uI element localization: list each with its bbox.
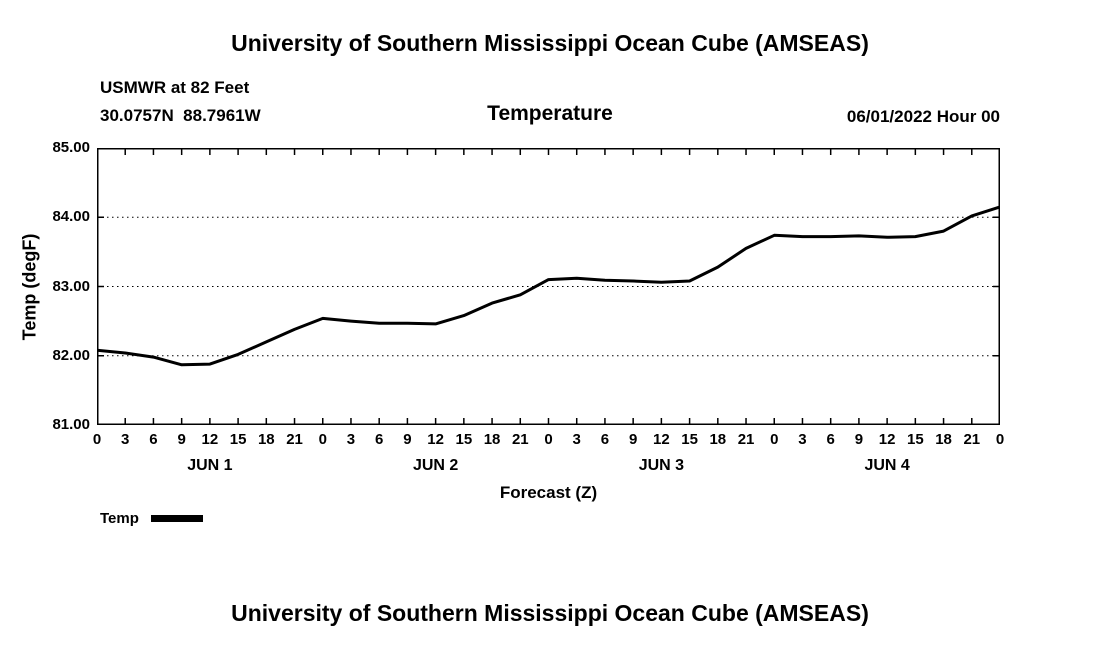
station-name-label: USMWR at 82 Feet [100,78,250,97]
x-tick-label: 21 [737,431,755,448]
x-tick-label: 15 [907,431,924,448]
y-tick-label: 84.00 [52,208,90,226]
x-tick-label: 18 [483,431,501,448]
x-tick-label: 12 [878,431,896,448]
x-tick-label: 0 [544,431,553,448]
x-tick-label: 21 [286,431,303,448]
x-tick-label: 6 [375,431,384,448]
y-tick-label: 82.00 [52,346,90,364]
chart-subtitle: Temperature [487,102,613,125]
x-tick-label: 12 [427,431,444,448]
x-tick-label: 9 [628,431,638,448]
x-tick-label: 15 [229,431,247,448]
legend: Temp [100,510,203,527]
x-tick-label: 15 [681,431,698,448]
x-tick-label: 3 [121,431,130,448]
figure-title-bottom: University of Southern Mississippi Ocean… [231,600,869,626]
x-tick-label: 6 [600,431,610,448]
day-label: JUN 2 [412,457,459,474]
forecast-datetime-label: 06/01/2022 Hour 00 [846,107,1000,126]
x-tick-label: 3 [798,431,807,448]
x-tick-label: 21 [511,431,529,448]
x-tick-label: 18 [935,431,952,448]
y-tick-label: 81.00 [52,416,90,433]
x-tick-label: 3 [346,431,356,448]
x-axis-title: Forecast (Z) [499,483,598,502]
x-tick-label: 15 [455,431,473,448]
x-tick-label: 0 [770,431,779,448]
x-tick-label: 12 [201,431,219,448]
station-coordinates-label: 30.0757N 88.7961W [100,106,261,125]
legend-label: Temp [100,510,139,527]
x-tick-label: 6 [826,431,835,448]
legend-line-swatch [150,515,203,522]
x-tick-label: 3 [572,431,581,448]
y-tick-label: 83.00 [52,277,90,295]
figure-title-top: University of Southern Mississippi Ocean… [231,30,869,56]
day-label: JUN 1 [187,457,233,474]
x-tick-label: 21 [963,431,981,448]
day-label: JUN 4 [864,457,910,474]
x-tick-label: 6 [149,431,158,448]
day-label: JUN 3 [638,457,685,474]
y-tick-label: 85.00 [52,139,90,156]
x-tick-label: 18 [257,431,275,448]
x-tick-label: 18 [709,431,727,448]
x-tick-label: 12 [653,431,670,448]
x-tick-label: 9 [403,431,412,448]
x-tick-label: 9 [854,431,864,448]
x-tick-label: 0 [92,431,102,448]
x-tick-label: 0 [995,431,1005,448]
x-tick-label: 0 [318,431,327,448]
temperature-line-chart [97,148,1000,425]
x-tick-label: 9 [177,431,186,448]
